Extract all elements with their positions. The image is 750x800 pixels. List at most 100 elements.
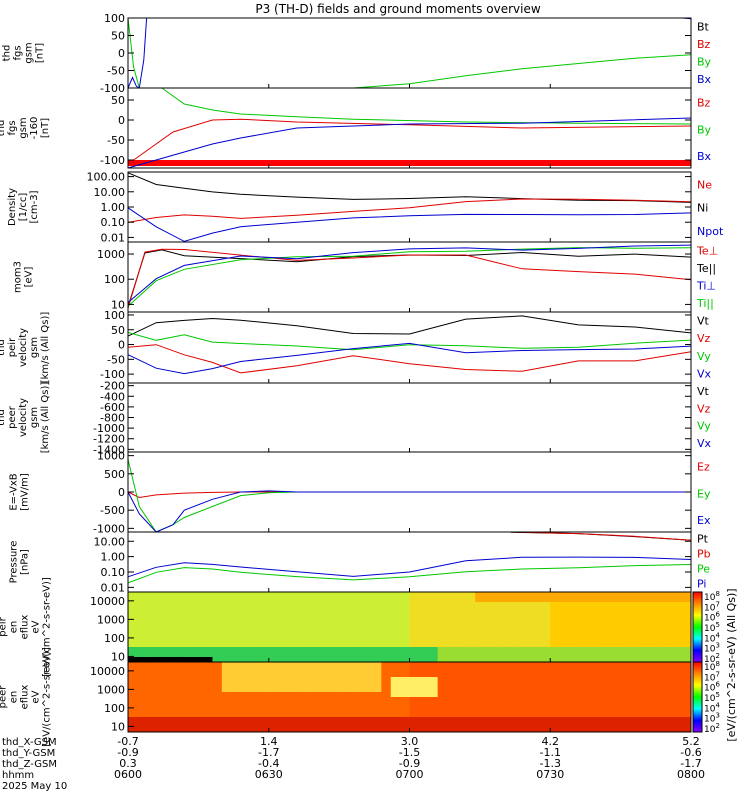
spectrogram-cell	[672, 622, 683, 628]
spectrogram-cell	[221, 622, 232, 628]
spectrogram-cell	[156, 667, 167, 673]
spectrogram-cell	[306, 617, 317, 623]
spectrogram-cell	[681, 637, 692, 643]
spectrogram-cell	[634, 712, 645, 718]
series-red	[127, 248, 692, 309]
series-black	[127, 249, 692, 307]
spectrogram-cell	[390, 622, 401, 628]
spectrogram-cell	[325, 652, 335, 658]
spectrogram-cell	[625, 687, 636, 693]
spectrogram-cell	[615, 677, 626, 683]
spectrogram-cell	[606, 652, 617, 658]
spectrogram-cell	[625, 597, 636, 603]
legend-by: By	[697, 123, 712, 136]
spectrogram-cell	[512, 612, 523, 618]
spectrogram-cell	[128, 592, 138, 598]
spectrogram-cell	[522, 717, 532, 723]
spectrogram-cell	[409, 722, 420, 728]
spectrogram-cell	[315, 692, 326, 698]
colorbar-tick-exponent: 7	[715, 670, 719, 678]
spectrogram-cell	[634, 722, 645, 728]
spectrogram-cell	[428, 687, 439, 693]
spectrogram-cell	[156, 687, 167, 693]
spectrogram-cell	[493, 617, 504, 623]
spectrogram-cell	[287, 687, 298, 693]
spectrogram-cell	[249, 607, 260, 613]
legend-vx: Vx	[697, 368, 712, 381]
spectrogram-cell	[531, 697, 542, 703]
spectrogram-cell	[503, 712, 514, 718]
spectrogram-cell	[287, 692, 298, 698]
spectrogram-cell	[493, 712, 504, 718]
spectrogram-cell	[296, 722, 307, 728]
spectrogram-cell	[249, 677, 260, 683]
spectrogram-cell	[128, 692, 138, 698]
spectrogram-cell	[531, 652, 542, 658]
spectrogram-cell	[447, 602, 457, 608]
y-axis-label: thdpeirenefluxeV[eV/(cm^2-s-sr-eV)]	[0, 577, 53, 677]
spectrogram-cell	[578, 657, 589, 663]
spectrogram-cell	[137, 627, 148, 633]
spectrogram-cell	[296, 602, 307, 608]
spectrogram-cell	[325, 657, 335, 663]
spectrogram-cell	[559, 717, 570, 723]
spectrogram-cell	[334, 657, 345, 663]
y-axis-label-line: [eV/(cm^2-s-sr-eV)]	[42, 647, 53, 747]
spectrogram-cell	[203, 592, 213, 598]
spectrogram-cell	[400, 657, 410, 663]
spectrogram-cell	[137, 702, 148, 708]
spectrogram-cell	[465, 657, 476, 663]
legend-vt: Vt	[697, 314, 710, 327]
y-tick-label: -1000	[93, 522, 125, 535]
spectrogram-cell	[447, 627, 457, 633]
spectrogram-cell	[681, 692, 692, 698]
spectrogram-cell	[231, 612, 242, 618]
spectrogram-cell	[343, 687, 354, 693]
spectrogram-cell	[334, 702, 345, 708]
spectrogram-cell	[334, 717, 345, 723]
spectrogram-cell	[634, 647, 645, 653]
spectrogram-cell	[503, 692, 514, 698]
spectrogram-cell	[203, 727, 213, 733]
spectrogram-cell	[137, 692, 148, 698]
spectrogram-cell	[306, 602, 317, 608]
y-tick-label: 10	[111, 720, 125, 733]
spectrogram-cell	[231, 627, 242, 633]
spectrogram-cell	[559, 642, 570, 648]
spectrogram-cell	[503, 657, 514, 663]
spectrogram-cell	[644, 597, 654, 603]
spectrogram-cell	[587, 687, 598, 693]
spectrogram-cell	[672, 627, 683, 633]
spectrogram-cell	[522, 597, 532, 603]
spectrogram-cell	[390, 642, 401, 648]
legend-te⊥: Te⊥	[696, 244, 718, 257]
spectrogram-cell	[512, 682, 523, 688]
spectrogram-cell	[146, 672, 157, 678]
spectrogram-cell	[156, 607, 167, 613]
y-tick-label: 1.00	[101, 201, 126, 214]
spectrogram-cell	[165, 592, 176, 598]
spectrogram-cell	[306, 627, 317, 633]
spectrogram-cell	[615, 597, 626, 603]
spectrogram-cell	[184, 717, 195, 723]
spectrogram-cell	[259, 602, 270, 608]
spectrogram-cell	[503, 607, 514, 613]
spectrogram-cell	[569, 672, 579, 678]
spectrogram-cell	[390, 702, 401, 708]
spectrogram-cell	[306, 652, 317, 658]
spectrogram-cell	[128, 682, 138, 688]
spectrogram-cell	[240, 722, 251, 728]
spectrogram-cell	[165, 722, 176, 728]
spectrogram-cell	[672, 617, 683, 623]
spectrogram-cell	[465, 612, 476, 618]
spectrogram-cell	[334, 672, 345, 678]
spectrogram-cell	[343, 637, 354, 643]
legend-ni: Ni	[697, 202, 708, 215]
spectrogram-cell	[484, 682, 495, 688]
y-tick-label: 0.01	[101, 581, 126, 594]
aux-row-value: 5.2	[682, 735, 700, 748]
spectrogram-cell	[559, 597, 570, 603]
spectrogram-cell	[681, 667, 692, 673]
spectrogram-cell	[156, 612, 167, 618]
